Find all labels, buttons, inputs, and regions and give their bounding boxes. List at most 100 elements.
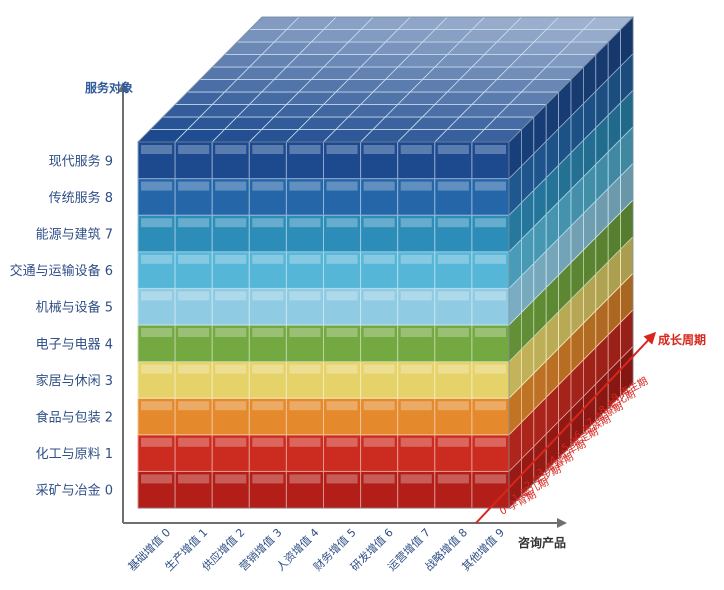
cell-highlight [437,328,469,337]
cell-highlight [252,401,284,411]
front-face-cell [174,324,213,363]
front-face-cell [471,214,510,253]
front-face-cell [397,287,436,326]
front-face-cell [397,397,436,436]
vertical-axis-label: 传统服务 8 [49,190,113,206]
cell-highlight [326,328,358,337]
front-face-cell [285,361,324,399]
cell-highlight [363,401,395,411]
cell-highlight [400,218,432,228]
front-face-cell [434,287,473,326]
cube-edge [137,16,635,143]
front-face-cell [360,324,399,363]
cell-highlight [141,145,173,154]
front-face-cell [360,434,399,472]
cell-highlight [178,254,210,264]
cell-highlight [326,254,358,264]
depth-axis-title: 成长周期 [658,332,706,347]
cell-highlight [252,181,284,191]
front-face-cell [397,178,436,216]
front-face-cell [397,141,436,180]
front-face-cell [211,397,250,436]
front-face-cell [211,178,250,216]
front-face-cell [397,214,436,253]
front-face-cell [211,287,250,326]
front-face-cell [285,397,324,436]
cell-highlight [363,291,395,301]
front-face-cell [360,141,399,180]
cell-highlight [289,218,321,228]
front-face-cell [471,434,510,472]
front-face-cell [285,287,324,326]
cell-highlight [141,437,173,447]
cell-highlight [400,145,432,154]
cell-highlight [474,328,506,337]
vertical-axis-label: 食品与包装 2 [36,410,113,426]
front-face-cell [174,287,213,326]
cell-highlight [252,218,284,228]
front-face-cell [323,324,362,363]
cell-highlight [215,401,247,411]
vertical-axis-label: 交通与运输设备 6 [10,263,113,279]
cell-highlight [215,218,247,228]
cell-highlight [400,291,432,301]
front-face-cell [323,214,362,253]
front-face-cell [248,214,287,253]
front-face-cell [248,141,287,180]
cell-highlight [141,291,173,301]
vertical-axis-title: 服务对象 [85,80,133,95]
cell-highlight [178,401,210,411]
cell-highlight [474,254,506,264]
cell-highlight [400,364,432,374]
cell-highlight [437,145,469,154]
cell-highlight [141,181,173,191]
cell-highlight [141,364,173,374]
cell-highlight [252,254,284,264]
vertical-axis-label: 采矿与冶金 0 [36,483,113,499]
front-face-cell [323,434,362,472]
cell-highlight [474,437,506,447]
cell-highlight [141,218,173,228]
front-face-cell [397,434,436,472]
front-face-cell [137,470,176,509]
cell-highlight [326,437,358,447]
cell-highlight [326,218,358,228]
front-face-cell [323,361,362,399]
cell-highlight [400,437,432,447]
cell-highlight [178,474,210,484]
vertical-axis-label: 化工与原料 1 [36,447,113,462]
cell-highlight [363,474,395,484]
vertical-axis-label: 电子与电器 4 [36,337,113,352]
cube-edge [508,17,634,509]
front-face-cell [174,397,213,436]
cell-highlight [363,218,395,228]
cell-highlight [474,145,506,154]
front-face-cell [434,178,473,216]
cell-highlight [400,254,432,264]
front-face-cell [137,434,176,472]
cell-highlight [437,218,469,228]
cell-highlight [215,145,247,154]
cell-highlight [141,474,173,484]
cell-highlight [474,364,506,374]
front-face-cell [248,324,287,363]
cell-highlight [141,254,173,264]
cell-highlight [178,218,210,228]
front-face-cell [397,470,436,509]
cell-highlight [178,328,210,337]
cell-highlight [215,328,247,337]
cell-highlight [252,328,284,337]
front-face-cell [137,324,176,363]
front-face-cell [434,397,473,436]
cell-highlight [215,291,247,301]
cell-highlight [289,474,321,484]
cell-highlight [437,254,469,264]
cell-highlight [400,181,432,191]
front-face-cell [137,287,176,326]
cell-highlight [437,474,469,484]
vertical-axis-labels: 采矿与冶金 0 化工与原料 1 食品与包装 2 家居与休闲 3 电子与电器 4 机械与设备… [10,153,113,498]
cell-highlight [326,474,358,484]
front-face-cell [285,251,324,289]
cell-highlight [289,254,321,264]
cell-highlight [252,291,284,301]
